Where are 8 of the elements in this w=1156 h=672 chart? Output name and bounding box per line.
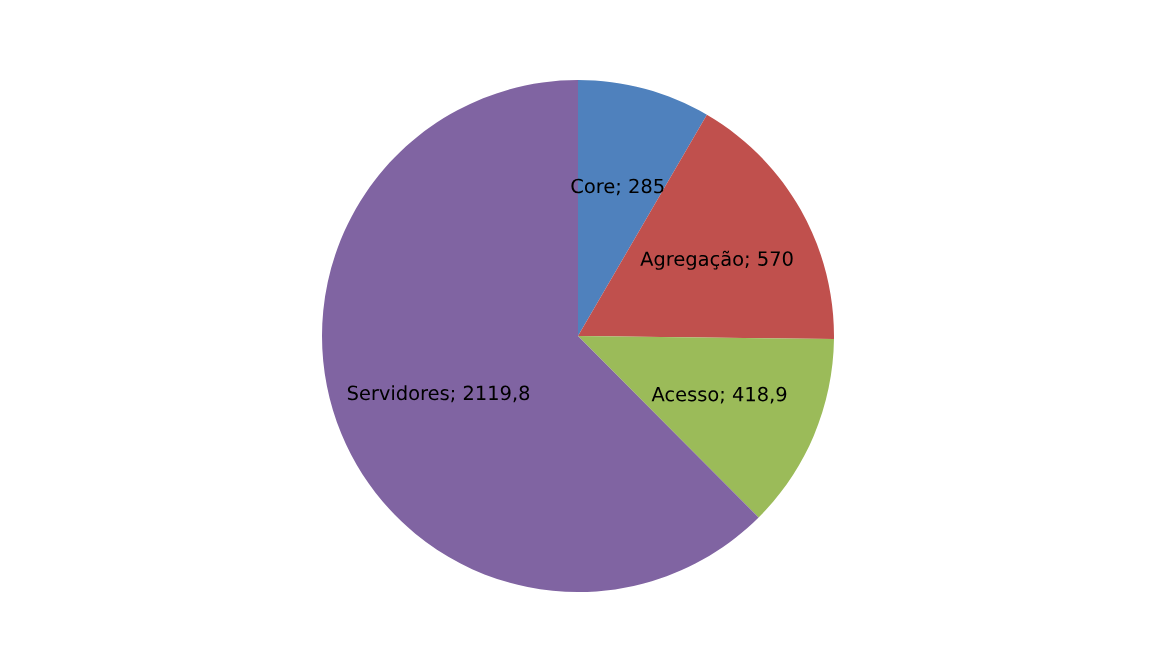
data-label: ; 570 bbox=[745, 251, 793, 268]
data-label: ; 285 bbox=[616, 178, 664, 196]
slice-label: Servidores bbox=[347, 385, 449, 401]
slice-label: Acesso bbox=[651, 387, 719, 402]
data-label: ; 2119,8 bbox=[451, 385, 530, 403]
slice-label: Agregação bbox=[640, 250, 744, 270]
data-label: ; 418,9 bbox=[720, 386, 787, 404]
slice-label: Core bbox=[571, 178, 615, 194]
